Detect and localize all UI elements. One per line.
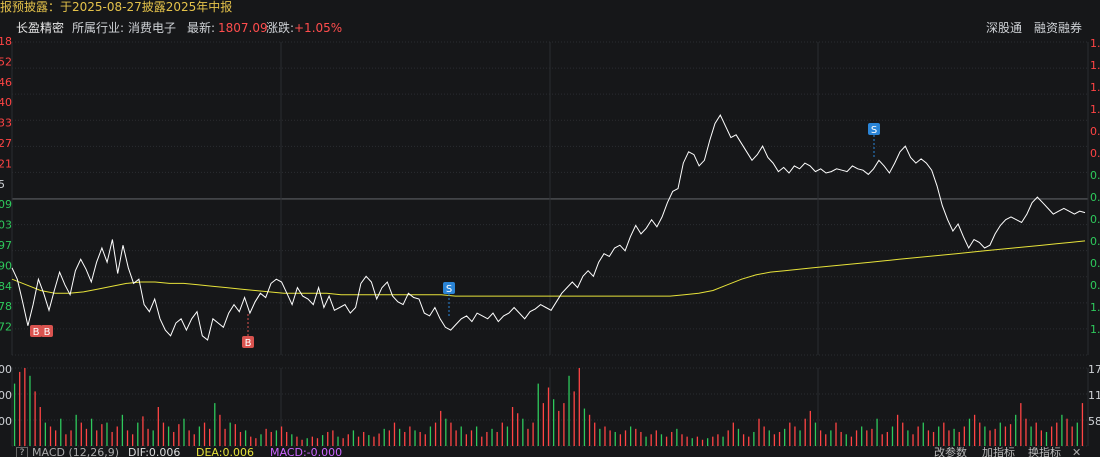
right-axis-label: 0. xyxy=(1090,213,1100,226)
indicator-bar: ? MACD (12,26,9) DIF:0.006 DEA:0.006 MAC… xyxy=(0,447,1100,457)
right-axis-label: 0. xyxy=(1090,257,1100,270)
latest-value: 1807.09 xyxy=(218,21,268,35)
left-axis-label: 09 xyxy=(0,198,12,211)
left-axis-label: 33 xyxy=(0,117,12,130)
add-indicator-button[interactable]: 加指标 xyxy=(982,447,1015,457)
volume-right-label: 17 xyxy=(1088,363,1100,376)
right-axis-label: 1. xyxy=(1090,59,1100,72)
macd-title[interactable]: MACD (12,26,9) xyxy=(32,447,120,457)
left-axis-label: 5 xyxy=(0,178,5,191)
sell-signal: S xyxy=(871,125,877,136)
stock-info-bar: 长盈精密 所属行业: 消费电子 最新: 1807.09 涨跌: +1.05% 深… xyxy=(0,18,1100,38)
buy-signal: B xyxy=(245,338,252,349)
margin-trading-button[interactable]: 融资融券 xyxy=(1034,21,1083,35)
stock-name[interactable]: 长盈精密 xyxy=(16,21,65,35)
macd-value: MACD:-0.000 xyxy=(270,447,343,457)
left-axis-label: 40 xyxy=(0,96,12,109)
macd-dea: DEA:0.006 xyxy=(196,447,254,457)
right-axis-label: 0. xyxy=(1090,147,1100,160)
right-axis-label: 1. xyxy=(1090,301,1100,314)
intraday-chart[interactable]: 18 52 46 40 33 27 21 5 09 03 97 90 84 78 72 1. 1. 1. 1. 0.… xyxy=(0,0,1100,447)
shenzhen-connect-button[interactable]: 深股通 xyxy=(986,21,1023,35)
left-axis-label: 84 xyxy=(0,280,12,293)
volume-left-label: 00 xyxy=(0,415,12,428)
volume-left-label: 00 xyxy=(0,363,12,376)
macd-dif: DIF:0.006 xyxy=(128,447,181,457)
chart-grid xyxy=(11,41,1089,447)
left-axis-label: 90 xyxy=(0,259,12,272)
right-axis-label: 0. xyxy=(1090,125,1100,138)
price-line xyxy=(11,113,1086,341)
help-icon[interactable]: ? xyxy=(16,447,28,457)
right-axis-label: 1. xyxy=(1090,323,1100,336)
volume-right-label: 11 xyxy=(1088,389,1100,402)
buy-signal-bg xyxy=(242,336,254,348)
buy-signal: B xyxy=(44,327,51,338)
left-axis-label: 21 xyxy=(0,157,12,170)
sell-signal-bg xyxy=(443,282,455,294)
sell-signal-bg xyxy=(868,123,880,135)
volume-left-label: 00 xyxy=(0,389,12,402)
change-param-button[interactable]: 改参数 xyxy=(934,447,967,457)
price-axis-left: 18 52 46 40 33 27 21 5 09 03 97 90 84 78 72 xyxy=(0,35,12,334)
close-icon[interactable]: ✕ xyxy=(1072,447,1082,457)
right-axis-label: 0. xyxy=(1090,191,1100,204)
left-axis-label: 18 xyxy=(0,35,12,48)
left-axis-label: 97 xyxy=(0,239,12,252)
change-label: 涨跌: xyxy=(266,21,295,35)
buy-signal-bg xyxy=(41,325,53,337)
report-notice: 报预披露：于2025-08-27披露2025年中报 xyxy=(0,0,1100,16)
latest-label: 最新: xyxy=(187,21,216,35)
volume-right-label: 58 xyxy=(1088,415,1100,428)
left-axis-label: 46 xyxy=(0,76,12,89)
price-axis-right: 1. 1. 1. 1. 0. 0. 0. 0. 0. 0. 0. 0. 1. 1. xyxy=(1090,37,1100,336)
volume-axis: 00 00 00 17 11 58 xyxy=(0,363,1100,428)
left-axis-label: 03 xyxy=(0,219,12,232)
right-axis-label: 0. xyxy=(1090,235,1100,248)
left-axis-label: 72 xyxy=(0,321,12,334)
right-axis-label: 1. xyxy=(1090,37,1100,50)
volume-bars xyxy=(13,368,1084,446)
buy-signal-bg xyxy=(30,325,42,337)
switch-indicator-button[interactable]: 换指标 xyxy=(1028,447,1061,457)
industry-label: 所属行业: xyxy=(72,21,125,35)
change-value: +1.05% xyxy=(294,21,343,35)
average-price-line xyxy=(11,240,1086,297)
left-axis-label: 52 xyxy=(0,55,12,68)
left-axis-label: 78 xyxy=(0,300,12,313)
sell-signal: S xyxy=(446,284,452,295)
right-axis-label: 1. xyxy=(1090,81,1100,94)
right-axis-label: 1. xyxy=(1090,103,1100,116)
industry-value[interactable]: 消费电子 xyxy=(128,21,177,35)
left-axis-label: 27 xyxy=(0,137,12,150)
right-axis-label: 0. xyxy=(1090,169,1100,182)
buy-signal: B xyxy=(33,327,40,338)
right-axis-label: 0. xyxy=(1090,279,1100,292)
